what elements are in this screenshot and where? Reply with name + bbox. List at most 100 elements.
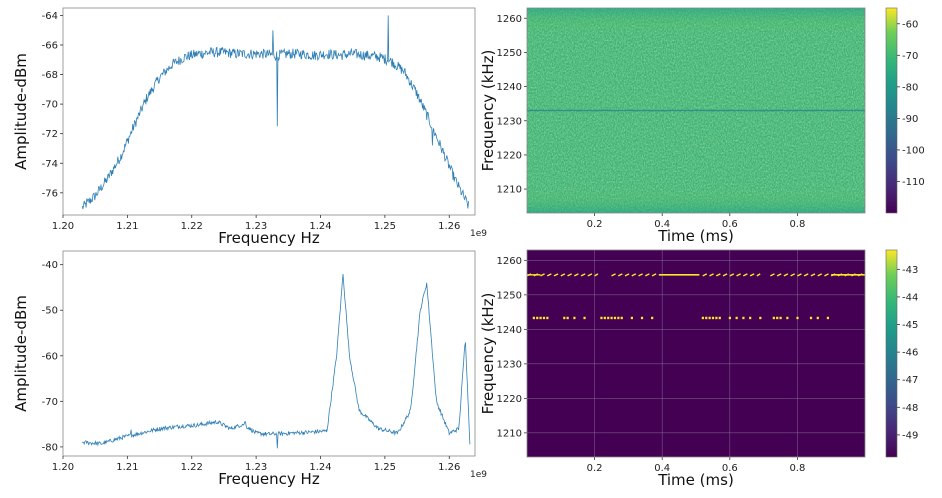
tone-dot [742,316,745,320]
y-tick-label: 1210 [497,185,522,196]
x-tick-label: 0.2 [587,219,603,230]
tone-dot [786,316,789,320]
x-tick-label: 1.26 [438,221,460,232]
colorbar-tick-label: -100 [902,145,925,156]
chart-bottom-right: 0.2 0.4 0.6 0.8 1210 1220 1230 1240 1250 1260 Time… [479,249,918,489]
tone-dot [711,316,715,320]
x-tick-label: 1.21 [116,221,138,232]
tone-dot [620,316,623,320]
y-tick-label: 1210 [497,428,522,439]
x-axis-label: Time (ms) [657,227,734,245]
y-tick-label: -64 [42,11,58,22]
colorbar-tick-label: -44 [902,292,918,303]
tone-dot [539,316,542,320]
tone-dash [770,273,775,277]
colorbar-tick-label: -45 [902,320,918,331]
tone-dot [776,316,779,320]
colorbar-tick-label: -46 [902,348,918,359]
tone-dash [729,273,735,277]
axes-frame [62,7,476,216]
tone-dash [797,273,802,277]
x-tick-label: 0.4 [654,463,670,474]
colorbar-tick-label: -47 [902,375,918,386]
tone-dash [624,273,630,277]
tone-dot [532,316,535,320]
tone-dash [587,273,593,277]
axes-frame [526,7,866,214]
tone-dot [563,316,566,320]
tone-dash [722,273,728,277]
colorbar [885,249,898,458]
tone-dash [743,273,748,277]
chart-bottom-left: 1.20 1.21 1.22 1.23 1.24 1.25 1.26 -40 -50 -60 -70… [12,250,487,488]
tone-dot [708,316,711,320]
x-tick-label: 0.6 [722,463,738,474]
x-tick-label: 1.24 [309,221,331,232]
x-tick-label: 1.20 [52,462,74,473]
tone-dot [536,316,539,320]
y-tick-label: -40 [42,260,58,271]
y-tick-label: 1230 [497,359,522,370]
y-tick-label: 1250 [497,290,522,301]
tone-dash [594,273,599,277]
x-tick-label: 0.8 [789,219,805,230]
tone-dash [540,273,545,277]
x-axis-label: Frequency Hz [218,229,320,247]
tone-dot [735,316,738,320]
tone-dot [772,316,775,320]
y-tick-label: -50 [42,306,58,317]
tone-dash [810,273,816,277]
y-tick-label: -80 [42,442,58,453]
colorbar-tick-label: -110 [902,177,925,188]
axes-frame [62,250,476,457]
tone-dot [600,316,603,320]
tone-dot [573,316,576,320]
tone-dash [756,273,761,277]
tone-dash [631,273,637,277]
tone-dot [759,316,762,320]
y-tick-label: 1260 [497,14,522,25]
tone-dash [803,273,809,277]
chart-top-right: 0.2 0.4 0.6 0.8 1210 1220 1230 1240 1250 1260 Time… [479,7,925,245]
tone-dot [718,316,721,320]
chart-top-left: 1.20 1.21 1.22 1.23 1.24 1.25 1.26 -64 -66 -68 -70… [12,7,487,247]
x-tick-label: 1.26 [438,462,460,473]
tone-dot [546,316,549,320]
x-tick-label: 1.22 [181,221,203,232]
x-axis-label: Frequency Hz [218,470,320,488]
tone-dot [809,316,813,320]
y-tick-label: -76 [42,188,58,199]
x-tick-label: 0.2 [587,463,603,474]
colorbar [885,7,898,214]
y-tick-label: -72 [42,129,58,140]
colorbar-tick-label: -49 [902,430,918,441]
tone-dash [715,273,721,277]
tone-dot [651,316,654,320]
y-tick-label: -68 [42,70,58,81]
tone-dot [610,316,613,320]
tone-dot [715,316,718,320]
tone-dash [644,273,650,277]
tone-dash [790,273,796,277]
series-line [81,15,469,210]
colorbar-tick-label: -43 [902,265,918,276]
colorbar-tick-label: -48 [902,403,918,414]
tone-dot [542,316,546,320]
colorbar-tick-label: -90 [902,114,918,125]
tone-dash [560,273,566,277]
y-tick-label: 1230 [497,116,522,127]
tone-dash [580,273,586,277]
tone-dot [630,316,633,320]
tone-dot [701,316,704,320]
x-tick-label: 1.25 [374,462,396,473]
axes-frame [526,249,866,458]
y-tick-label: 1250 [497,48,522,59]
x-tick-label: 1.20 [52,221,74,232]
y-tick-label: 1240 [497,325,522,336]
x-offset-label: 1e9 [470,470,487,480]
y-axis-label: Frequency (kHz) [479,50,497,172]
tone-dot [566,316,569,320]
y-axis-label: Amplitude-dBm [12,295,30,412]
tone-dash [574,273,579,277]
series-line [81,273,471,449]
